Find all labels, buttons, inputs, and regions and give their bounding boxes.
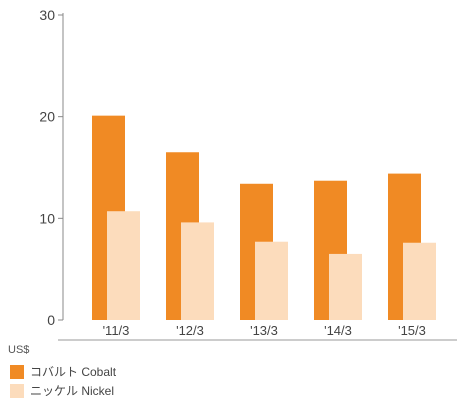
- y-tick-label-1: 10: [39, 210, 55, 226]
- y-unit-label: US$: [8, 344, 30, 356]
- legend: コバルト Cobalt ニッケル Nickel: [10, 363, 116, 401]
- bar-nickel-1: [181, 222, 214, 320]
- legend-item-cobalt: コバルト Cobalt: [10, 363, 116, 380]
- legend-label-cobalt: コバルト Cobalt: [30, 365, 117, 379]
- bar-nickel-0: [107, 211, 140, 320]
- x-tick-label-4: '15/3: [398, 323, 426, 338]
- y-tick-label-3: 30: [39, 7, 55, 23]
- bar-nickel-2: [255, 241, 288, 320]
- legend-swatch-cobalt: [10, 364, 24, 379]
- legend-item-nickel: ニッケル Nickel: [10, 382, 116, 399]
- bar-nickel-3: [329, 253, 362, 320]
- x-tick-label-0: '11/3: [103, 323, 130, 338]
- y-tick-label-0: 0: [47, 312, 55, 328]
- x-tick-label-1: '12/3: [176, 323, 204, 338]
- bar-nickel-4: [403, 242, 436, 320]
- x-tick-label-3: '14/3: [324, 323, 352, 338]
- y-tick-label-2: 20: [39, 109, 55, 125]
- legend-label-nickel: ニッケル Nickel: [30, 384, 115, 398]
- x-tick-label-2: '13/3: [250, 323, 278, 338]
- legend-swatch-nickel: [10, 383, 24, 398]
